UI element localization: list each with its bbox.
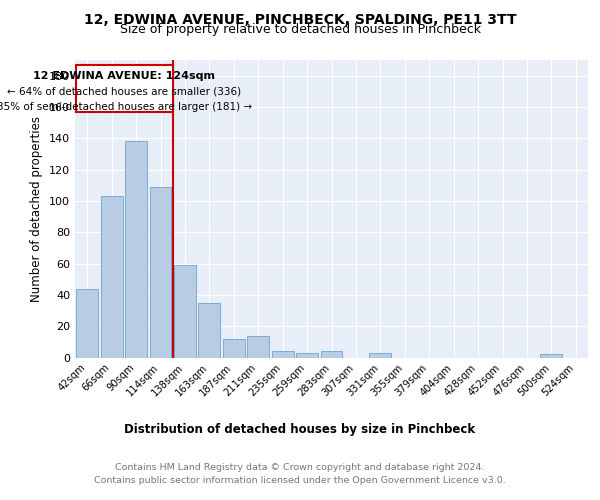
Y-axis label: Number of detached properties: Number of detached properties: [31, 116, 43, 302]
Bar: [296, 353, 318, 358]
Text: 12, EDWINA AVENUE, PINCHBECK, SPALDING, PE11 3TT: 12, EDWINA AVENUE, PINCHBECK, SPALDING, …: [83, 12, 517, 26]
Bar: [541, 354, 562, 358]
Bar: [76, 288, 98, 358]
Bar: [247, 336, 269, 357]
Text: Distribution of detached houses by size in Pinchbeck: Distribution of detached houses by size …: [124, 422, 476, 436]
Text: 35% of semi-detached houses are larger (181) →: 35% of semi-detached houses are larger (…: [0, 102, 252, 112]
Bar: [174, 265, 196, 358]
FancyBboxPatch shape: [76, 64, 173, 112]
Bar: [199, 302, 220, 358]
Text: Contains public sector information licensed under the Open Government Licence v3: Contains public sector information licen…: [94, 476, 506, 485]
Bar: [320, 351, 343, 358]
Text: Contains HM Land Registry data © Crown copyright and database right 2024.: Contains HM Land Registry data © Crown c…: [115, 462, 485, 471]
Text: ← 64% of detached houses are smaller (336): ← 64% of detached houses are smaller (33…: [7, 86, 242, 97]
Text: Size of property relative to detached houses in Pinchbeck: Size of property relative to detached ho…: [119, 24, 481, 36]
Text: 12 EDWINA AVENUE: 124sqm: 12 EDWINA AVENUE: 124sqm: [34, 70, 215, 81]
Bar: [223, 338, 245, 357]
Bar: [370, 353, 391, 358]
Bar: [101, 196, 122, 358]
Bar: [272, 351, 293, 358]
Bar: [125, 142, 147, 358]
Bar: [149, 187, 172, 358]
